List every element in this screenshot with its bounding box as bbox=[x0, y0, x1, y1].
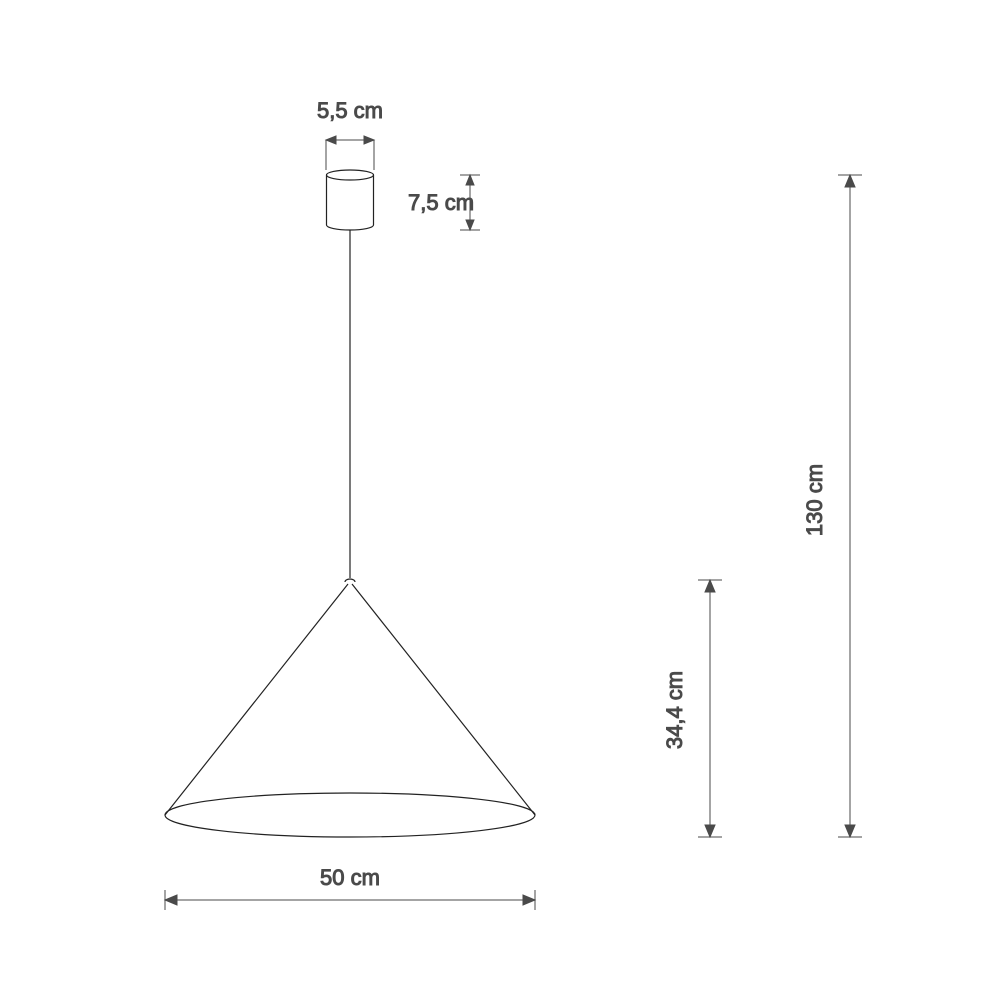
dim-canopy-height-label: 7,5 cm bbox=[408, 190, 474, 215]
lamp-outline bbox=[165, 170, 535, 837]
dim-shade-width: 50 cm bbox=[165, 865, 535, 910]
shade-apex-cap bbox=[345, 579, 355, 582]
dim-shade-height: 34,4 cm bbox=[662, 580, 722, 837]
dim-canopy-height: 7,5 cm bbox=[408, 175, 480, 230]
dim-shade-height-label: 34,4 cm bbox=[662, 671, 687, 749]
dim-total-height: 130 cm bbox=[802, 175, 862, 837]
dim-canopy-width: 5,5 cm bbox=[317, 98, 383, 170]
dim-shade-width-label: 50 cm bbox=[320, 865, 380, 890]
dim-canopy-width-label: 5,5 cm bbox=[317, 98, 383, 123]
lamp-dimension-diagram: 5,5 cm 7,5 cm 50 cm 34,4 cm bbox=[0, 0, 1000, 1000]
dim-total-height-label: 130 cm bbox=[802, 464, 827, 536]
canopy bbox=[327, 170, 374, 230]
shade-cone bbox=[165, 584, 535, 837]
